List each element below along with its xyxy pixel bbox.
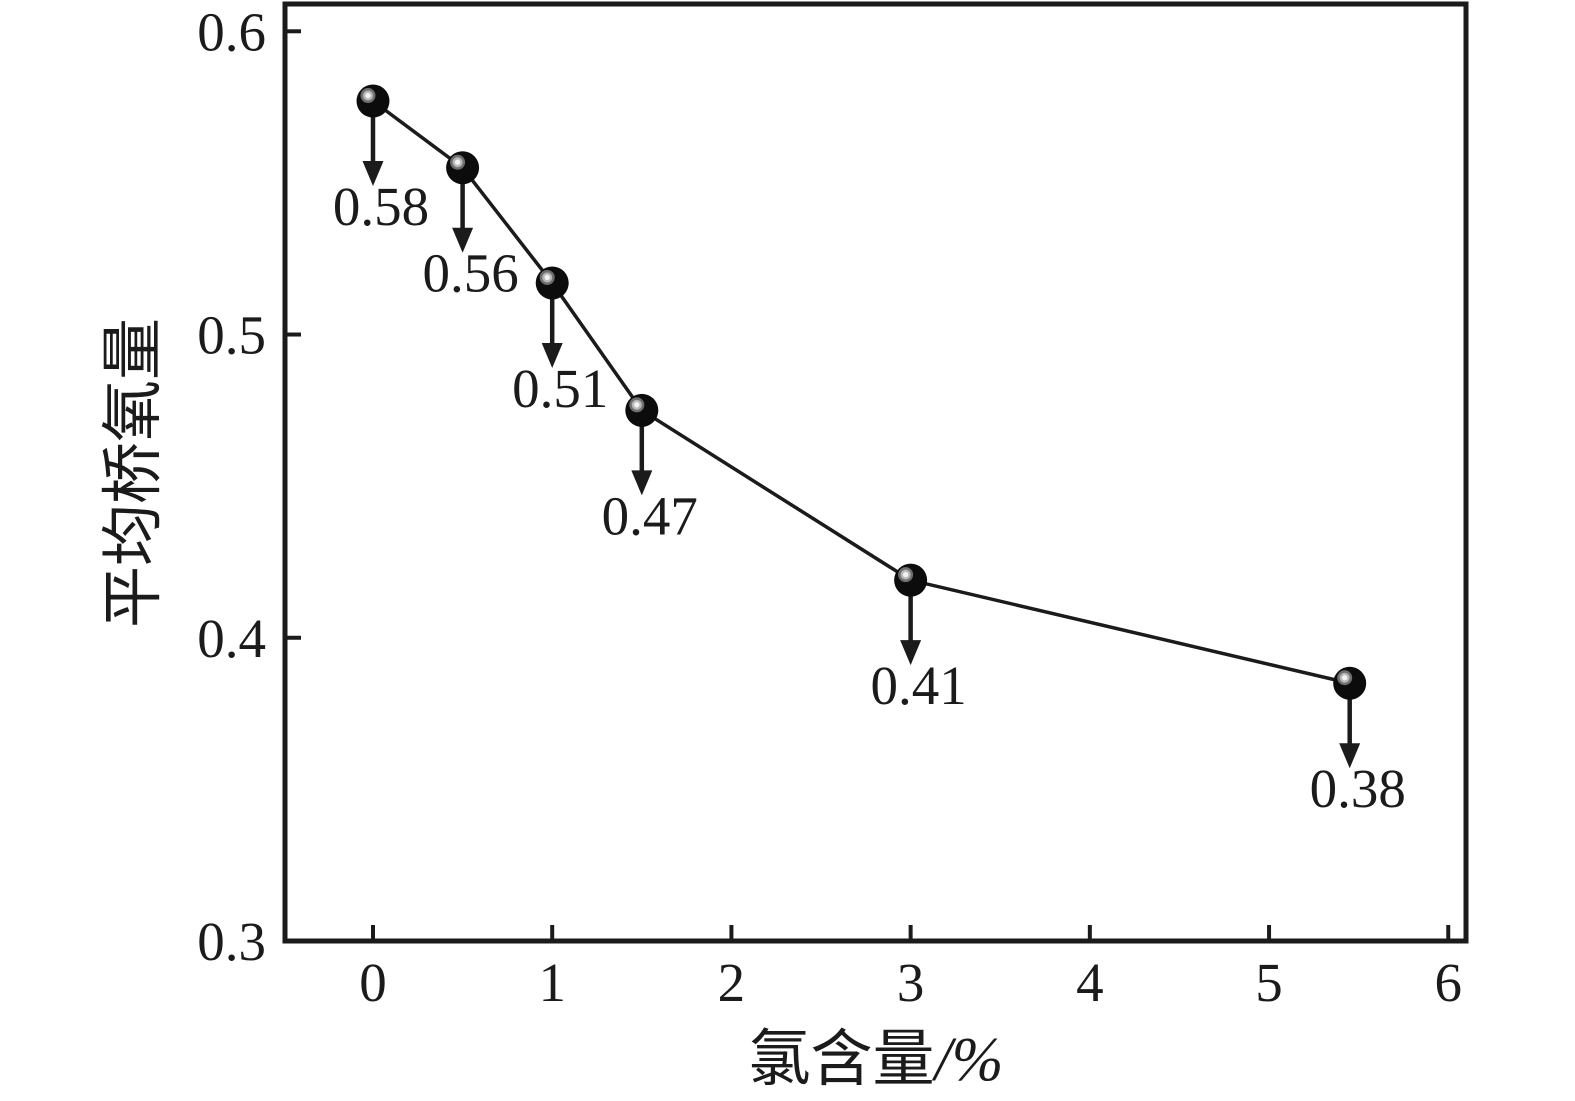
data-point-marker — [625, 393, 659, 427]
data-point-label: 0.56 — [422, 243, 518, 304]
arrow-head — [541, 342, 563, 368]
y-tick-label: 0.4 — [197, 608, 266, 669]
marker-highlight-core — [902, 571, 909, 578]
y-axis-title: 平均桥氧量 — [100, 318, 168, 628]
marker-highlight-core — [634, 402, 640, 408]
annotation-arrow — [631, 423, 653, 496]
data-point-marker — [535, 266, 569, 300]
data-point-marker — [356, 84, 390, 118]
x-axis-unit-label: /% — [932, 1026, 1004, 1094]
data-point-marker — [446, 151, 480, 185]
arrow-head — [900, 640, 922, 666]
y-tick-label: 0.3 — [197, 911, 266, 972]
data-point-label: 0.51 — [512, 358, 608, 419]
marker-highlight-core — [454, 159, 461, 165]
y-tick-label: 0.6 — [197, 1, 266, 62]
x-axis-title-text: 氯含量 — [749, 1026, 935, 1094]
annotation-arrow — [541, 295, 563, 368]
marker-highlight-core — [544, 274, 550, 281]
plot-border — [282, 1, 1469, 944]
y-tick-label: 0.5 — [197, 305, 266, 366]
annotation-arrow — [1339, 696, 1361, 769]
x-tick-label: 5 — [1255, 952, 1283, 1013]
annotation-arrow — [362, 114, 384, 187]
annotation-arrow — [452, 180, 474, 253]
arrow-head — [631, 470, 653, 496]
x-tick-label: 6 — [1435, 952, 1463, 1013]
x-tick-label: 1 — [538, 952, 566, 1013]
data-line — [371, 99, 1351, 685]
arrow-head — [362, 161, 384, 187]
data-point-label: 0.58 — [333, 176, 429, 237]
data-point-marker — [1333, 666, 1367, 700]
data-point-label: 0.38 — [1310, 758, 1406, 819]
data-point-marker — [894, 563, 928, 597]
x-tick-label: 4 — [1076, 952, 1104, 1013]
x-tick-label: 0 — [359, 952, 387, 1013]
marker-highlight-core — [365, 92, 371, 99]
arrow-head — [452, 227, 474, 253]
data-series-layer: 0.580.56 0.51 0.47 0.41 0.38 — [333, 84, 1406, 819]
marker-highlight-core — [1341, 675, 1348, 681]
data-point-label: 0.41 — [871, 655, 967, 716]
data-point-label: 0.47 — [602, 485, 698, 546]
x-tick-label: 3 — [897, 952, 925, 1013]
annotation-arrow — [900, 593, 922, 666]
axis-ticks-layer: 0 1 2 3 4 5 6 0.3 0.4 0.5 0.6 — [197, 1, 1462, 1013]
x-axis-title: 氯含量/% — [749, 1026, 1004, 1094]
x-tick-label: 2 — [718, 952, 746, 1013]
arrow-head — [1339, 743, 1361, 769]
